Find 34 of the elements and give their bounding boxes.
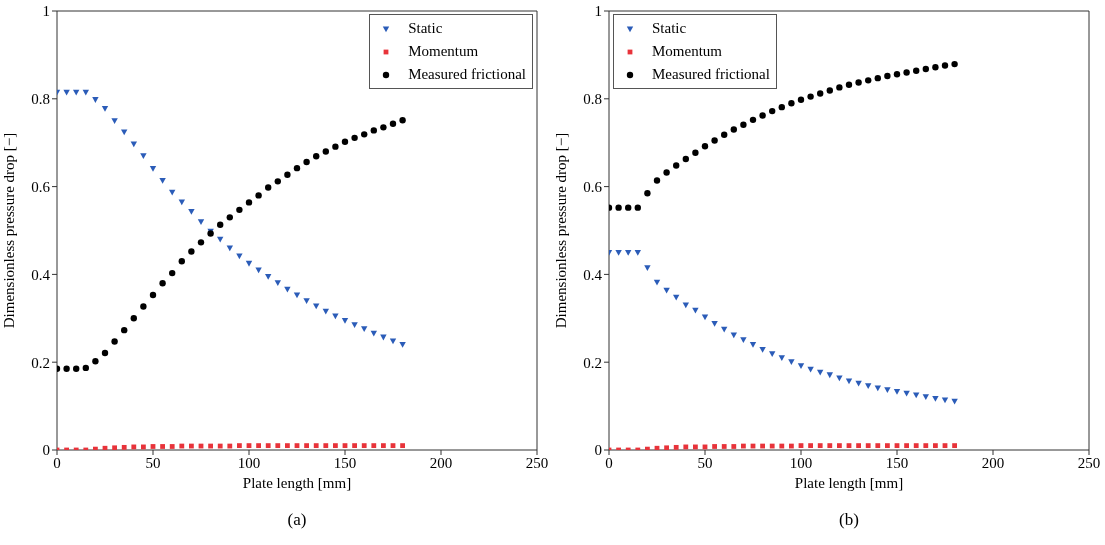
x-axis-title: Plate length [mm] <box>794 475 904 491</box>
y-tick-label: 0.6 <box>583 178 603 195</box>
legend-label: Static <box>408 20 443 37</box>
x-tick-label: 50 <box>145 454 161 471</box>
y-tick-label: 0.8 <box>31 91 50 108</box>
x-tick-label: 100 <box>237 454 261 471</box>
y-tick-label: 0 <box>594 442 602 459</box>
x-tick-label: 200 <box>429 454 453 471</box>
y-tick-label: 1 <box>42 3 50 20</box>
legend-label: Static <box>652 20 687 37</box>
y-tick-label: 0.6 <box>31 178 51 195</box>
y-tick-label: 1 <box>594 3 602 20</box>
x-tick-label: 150 <box>333 454 357 471</box>
x-tick-label: 250 <box>525 454 549 471</box>
y-tick-label: 0.4 <box>31 266 51 283</box>
legend-label: Measured frictional <box>408 66 526 83</box>
legend-label: Measured frictional <box>652 66 770 83</box>
legend-label: Momentum <box>652 43 722 60</box>
y-tick-label: 0.4 <box>583 266 603 283</box>
x-tick-label: 100 <box>789 454 813 471</box>
y-tick-label: 0.8 <box>583 91 602 108</box>
text: (a) <box>286 510 308 530</box>
x-axis-title: Plate length [mm] <box>242 475 352 491</box>
text: (b) <box>838 510 860 530</box>
x-tick-label: 200 <box>981 454 1005 471</box>
y-tick-label: 0.2 <box>31 354 50 371</box>
legend-label: Momentum <box>408 43 479 60</box>
x-tick-label: 50 <box>697 454 713 471</box>
y-axis-title: Dimensionless pressure drop [−] <box>1 132 18 329</box>
x-tick-label: 150 <box>885 454 909 471</box>
y-tick-label: 0 <box>42 442 50 459</box>
x-tick-label: 250 <box>1077 454 1101 471</box>
y-tick-label: 0.2 <box>583 354 602 371</box>
y-axis-title: Dimensionless pressure drop [−] <box>553 132 570 329</box>
